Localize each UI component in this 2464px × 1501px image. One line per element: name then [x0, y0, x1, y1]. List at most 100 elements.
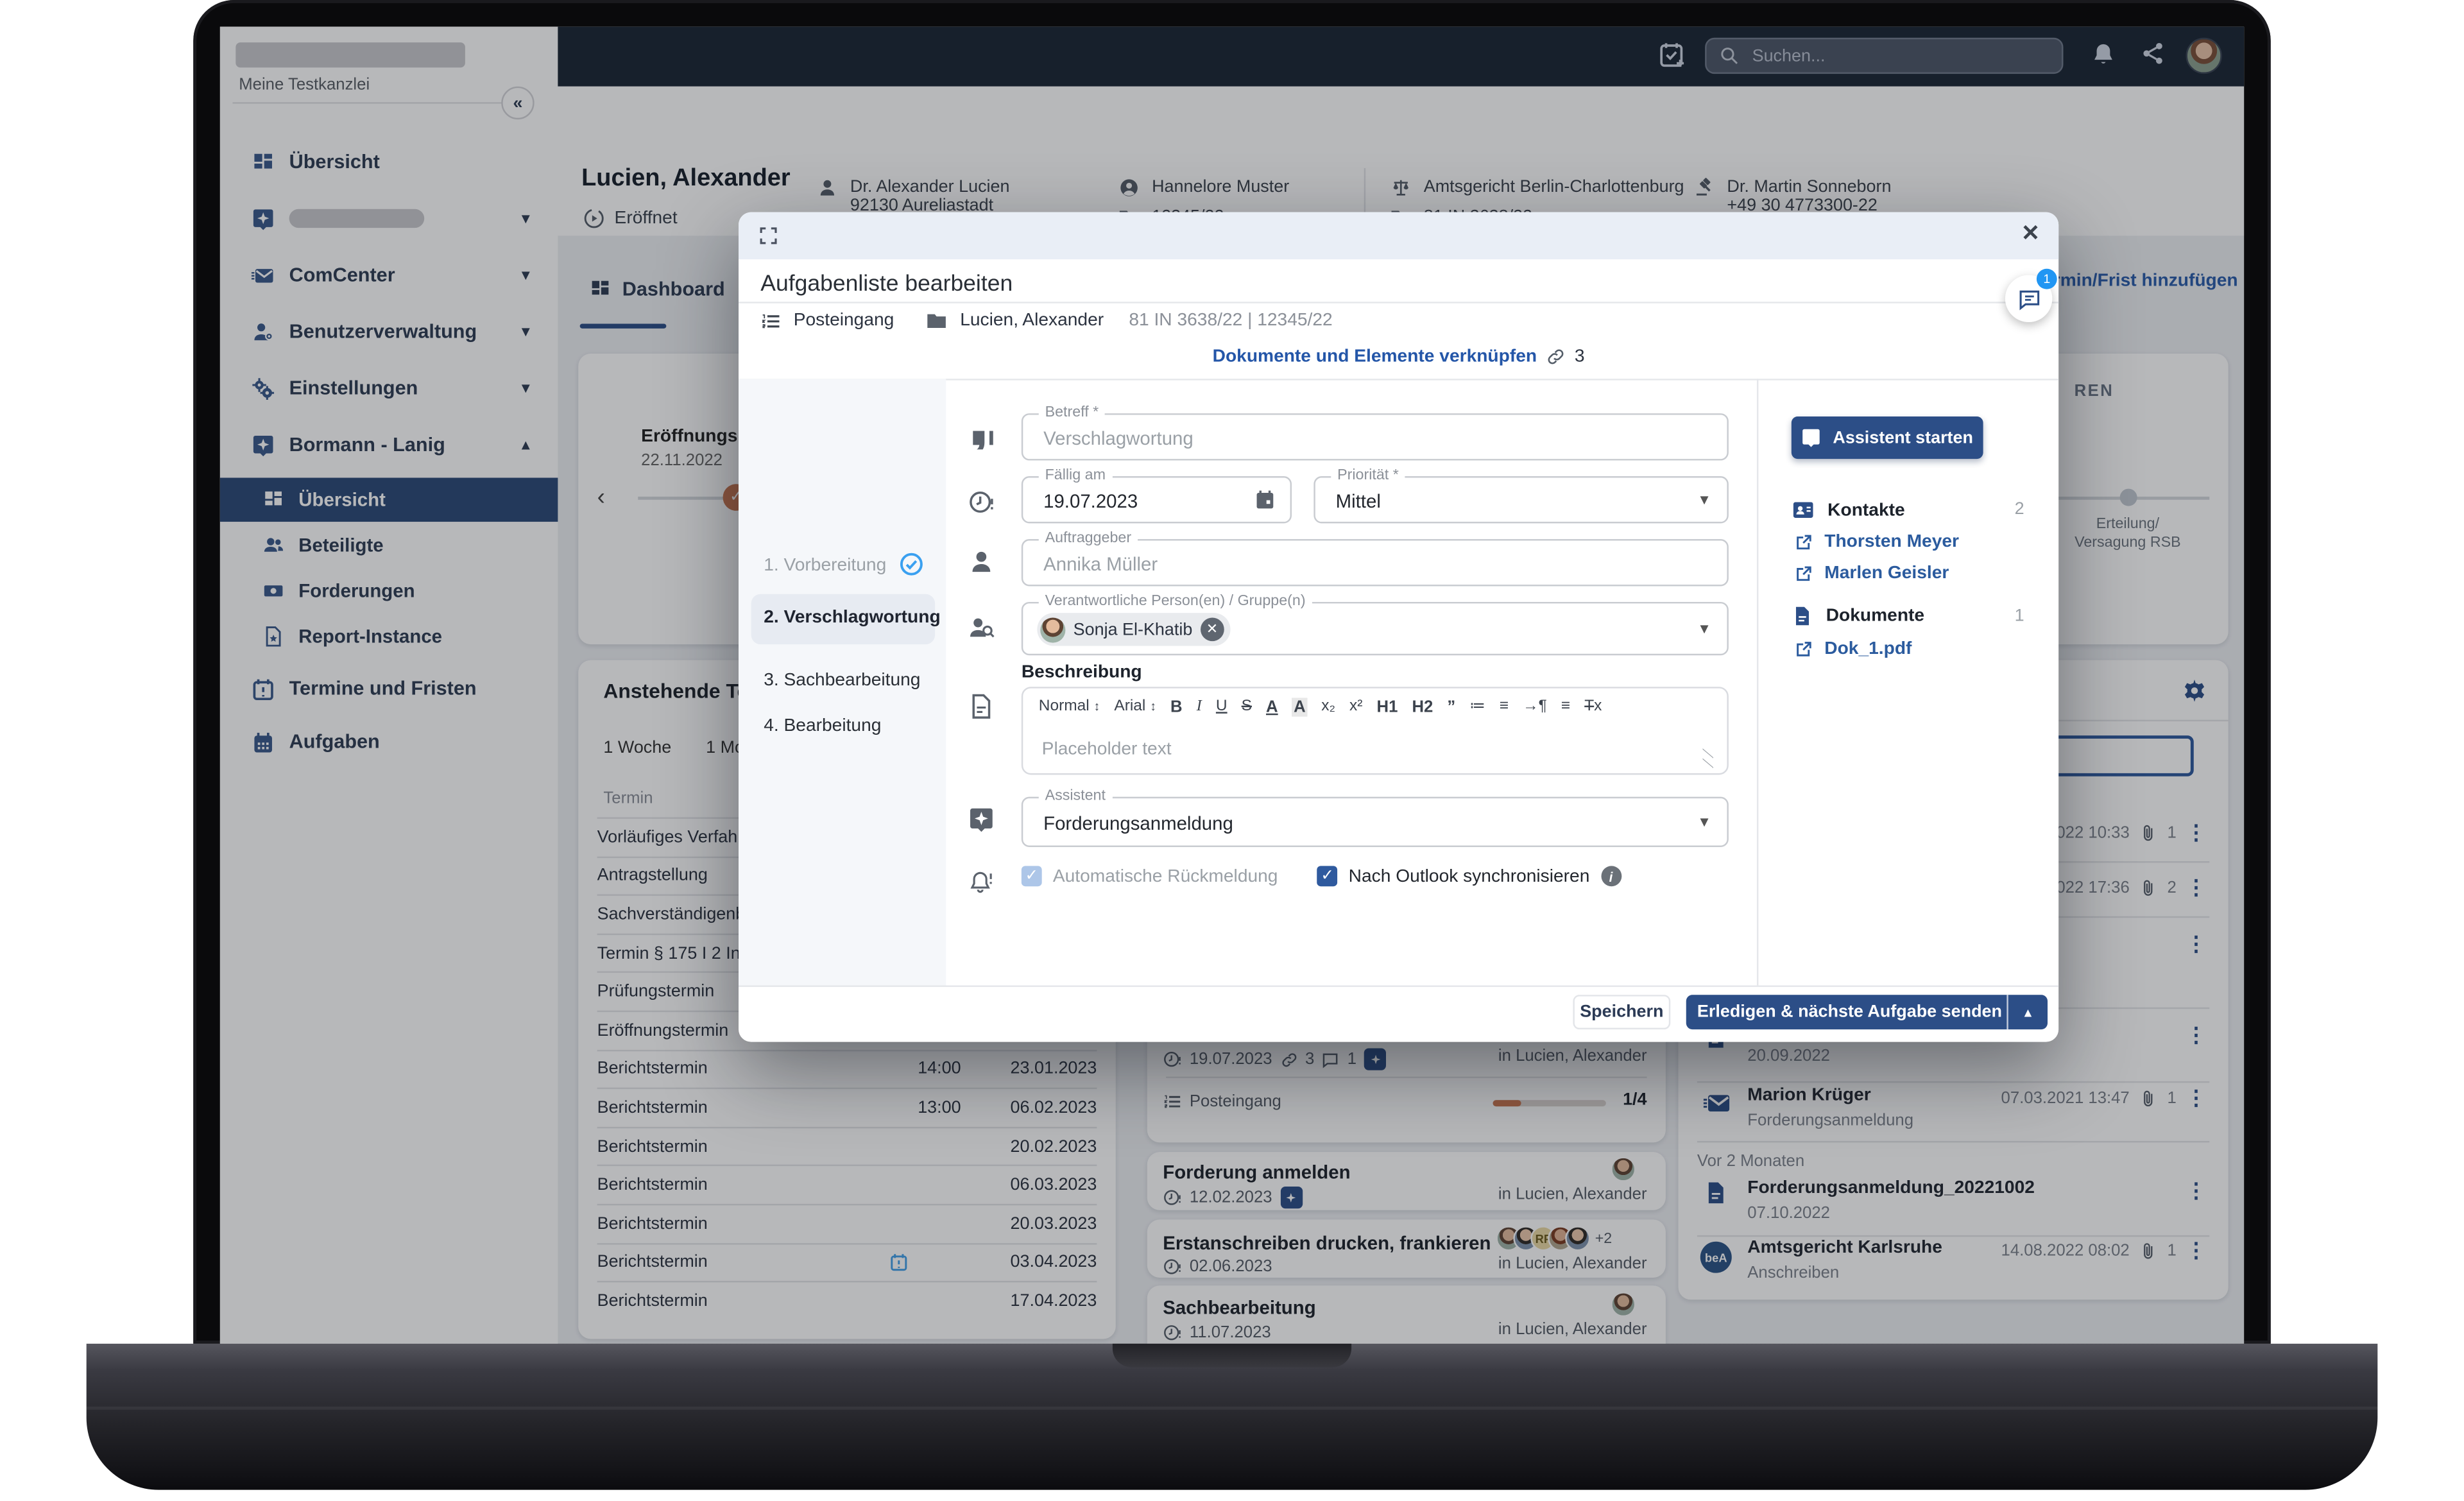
save-button[interactable]: Speichern	[1573, 995, 1671, 1030]
link-documents[interactable]: Dokumente und Elemente verknüpfen	[1212, 347, 1537, 366]
betreff-field[interactable]: Betreff * Verschlagwortung	[1021, 404, 1729, 461]
sidebar-item-label: Benutzerverwaltung	[289, 320, 477, 343]
task-card-sachbearbeitung[interactable]: Sachbearbeitung 11.07.2023 in Lucien, Al…	[1147, 1285, 1666, 1344]
close-icon[interactable]: ✕	[2021, 219, 2040, 246]
dokument-link-dok1[interactable]: Dok_1.pdf	[1795, 640, 1912, 658]
subscript-icon[interactable]: x₂	[1321, 698, 1335, 716]
user-avatar[interactable]	[2186, 37, 2222, 74]
step-vorbereitung[interactable]: 1. Vorbereitung	[764, 556, 887, 576]
sidebar-subitem-beteiligte[interactable]: Beteiligte	[220, 524, 558, 568]
kebab-menu-icon[interactable]: ⋮	[2186, 875, 2207, 899]
h2-icon[interactable]: H2	[1412, 697, 1433, 716]
blockquote-icon[interactable]: ”	[1447, 697, 1456, 716]
paragraph-style-select[interactable]: Normal ↕	[1038, 698, 1100, 716]
divider	[232, 102, 503, 104]
doc-subtitle: Anschreiben	[1747, 1263, 1840, 1283]
info-icon[interactable]: i	[1600, 866, 1621, 887]
chat-button[interactable]: 1	[2005, 268, 2057, 323]
sidebar-item-einstellungen[interactable]: Einstellungen ▼	[220, 366, 558, 411]
kebab-menu-icon[interactable]: ⋮	[2186, 932, 2207, 956]
termin-name: Berichtstermin	[597, 1214, 708, 1233]
table-row[interactable]: Berichtstermin 03.04.2023	[597, 1242, 1097, 1281]
sidebar-item-termine-fristen[interactable]: Termine und Fristen	[220, 666, 558, 710]
sidebar-item-blurred[interactable]: ▼	[220, 196, 558, 241]
divider	[1166, 1076, 1647, 1078]
timeline-future-dot	[2119, 488, 2137, 506]
sidebar-item-label: Aufgaben	[289, 730, 380, 753]
kebab-menu-icon[interactable]: ⋮	[2186, 1086, 2207, 1110]
clear-format-icon[interactable]: Tx	[1584, 698, 1602, 716]
kontakt-link-marlen[interactable]: Marlen Geisler	[1795, 564, 1949, 583]
termin-date: 03.04.2023	[1010, 1253, 1097, 1273]
h1-icon[interactable]: H1	[1376, 697, 1398, 716]
step-bearbeitung[interactable]: 4. Bearbeitung	[764, 716, 882, 736]
termine-tab-woche[interactable]: 1 Woche	[603, 739, 672, 758]
button-label: Erledigen & nächste Aufgabe senden	[1697, 1002, 2002, 1022]
sidebar-item-comcenter[interactable]: ComCenter ▼	[220, 253, 558, 297]
prioritaet-select[interactable]: Priorität * Mittel ▼	[1313, 467, 1729, 524]
text-color-icon[interactable]: A	[1266, 697, 1278, 716]
italic-icon[interactable]: I	[1196, 698, 1202, 716]
sidebar-item-bormann-lanig[interactable]: Bormann - Lanig ▲	[220, 423, 558, 467]
kebab-menu-icon[interactable]: ⋮	[2186, 1178, 2207, 1203]
add-termin-frist-link[interactable]: Termin/Frist hinzufügen	[2033, 271, 2238, 291]
sidebar-subitem-report-instance[interactable]: Report-Instance	[220, 615, 558, 659]
sidebar-collapse-button[interactable]: «	[501, 86, 535, 120]
superscript-icon[interactable]: x²	[1349, 698, 1363, 716]
chip-remove-icon[interactable]: ✕	[1200, 617, 1224, 642]
assistent-starten-button[interactable]: Assistent starten	[1791, 416, 1983, 459]
sidebar-subitem-uebersicht[interactable]: Übersicht	[219, 477, 558, 522]
resize-handle[interactable]: ⟋⟋	[1700, 748, 1716, 769]
faellig-am-field[interactable]: Fällig am 19.07.2023	[1021, 467, 1292, 524]
global-search[interactable]	[1705, 37, 2064, 74]
tab-dashboard[interactable]: Dashboard	[589, 278, 725, 300]
search-input[interactable]	[1749, 44, 2049, 67]
underline-icon[interactable]: U	[1215, 698, 1228, 716]
step-verschlagwortung[interactable]: 2. Verschlagwortung	[764, 608, 941, 628]
checkbox-outlook[interactable]: ✓	[1317, 866, 1338, 887]
kontakt-link-thorsten[interactable]: Thorsten Meyer	[1795, 533, 1959, 552]
table-row[interactable]: Berichtstermin 20.03.2023	[597, 1203, 1097, 1242]
ordered-list-icon[interactable]: ≔	[1469, 698, 1485, 716]
richtext-editor[interactable]: Normal ↕ Arial ↕ B I U S A A x₂ x² H1 H2…	[1021, 687, 1729, 775]
highlight-icon[interactable]: A	[1292, 697, 1308, 716]
bold-icon[interactable]: B	[1170, 697, 1183, 716]
table-row[interactable]: Berichtstermin 17.04.2023	[597, 1281, 1097, 1319]
task-card-forderung-anmelden[interactable]: Forderung anmelden 12.02.2023 in Lucien,…	[1147, 1152, 1666, 1210]
expand-icon[interactable]	[757, 225, 779, 246]
table-row[interactable]: Berichtstermin 14:00 23.01.2023	[597, 1049, 1097, 1088]
task-card-erstanschreiben[interactable]: Erstanschreiben drucken, frankieren und …	[1147, 1219, 1666, 1278]
kebab-menu-icon[interactable]: ⋮	[2186, 1023, 2207, 1047]
kebab-menu-icon[interactable]: ⋮	[2186, 1238, 2207, 1262]
timeline-prev-chevron[interactable]: ‹	[597, 484, 605, 511]
split-button-chevron-up[interactable]: ▲	[2006, 995, 2048, 1030]
kebab-menu-icon[interactable]: ⋮	[2186, 820, 2207, 845]
sidebar-item-label: Einstellungen	[289, 377, 418, 400]
dokumente-count: 1	[2014, 606, 2024, 626]
table-row[interactable]: Berichtstermin 20.02.2023	[597, 1126, 1097, 1165]
sidebar-item-aufgaben[interactable]: Aufgaben	[220, 720, 558, 764]
divider	[739, 302, 2059, 304]
verantwortliche-field[interactable]: Verantwortliche Person(en) / Gruppe(n) S…	[1021, 592, 1729, 656]
sidebar-item-benutzerverwaltung[interactable]: Benutzerverwaltung ▼	[220, 309, 558, 354]
checkbox-rueckmeldung[interactable]: ✓	[1021, 866, 1042, 887]
assistent-select[interactable]: Assistent Forderungsanmeldung ▼	[1021, 787, 1729, 847]
table-row[interactable]: Berichtstermin 06.03.2023	[597, 1165, 1097, 1204]
complete-send-button[interactable]: Erledigen & nächste Aufgabe senden ▲	[1686, 995, 2048, 1030]
font-select[interactable]: Arial ↕	[1114, 698, 1156, 716]
person-icon	[968, 549, 995, 576]
bullet-list-icon[interactable]: ≡	[1499, 698, 1509, 716]
doc-title: Marion Krüger	[1747, 1086, 1871, 1105]
sidebar-item-uebersicht[interactable]: Übersicht	[220, 140, 558, 184]
kontakte-header: Kontakte	[1792, 498, 1905, 522]
sidebar-subitem-forderungen[interactable]: Forderungen	[220, 569, 558, 613]
indent-icon[interactable]: →¶	[1523, 698, 1547, 716]
calendar-icon[interactable]	[1254, 489, 1276, 511]
step-sachbearbeitung[interactable]: 3. Sachbearbeitung	[764, 671, 921, 690]
strikethrough-icon[interactable]: S	[1241, 698, 1252, 716]
person-chip[interactable]: Sonja El-Khatib ✕	[1037, 613, 1231, 646]
table-row[interactable]: Berichtstermin 13:00 06.02.2023	[597, 1088, 1097, 1126]
align-icon[interactable]: ≡	[1561, 698, 1571, 716]
auftraggeber-field[interactable]: Auftraggeber Annika Müller	[1021, 529, 1729, 587]
field-label: Priorität *	[1331, 467, 1405, 485]
